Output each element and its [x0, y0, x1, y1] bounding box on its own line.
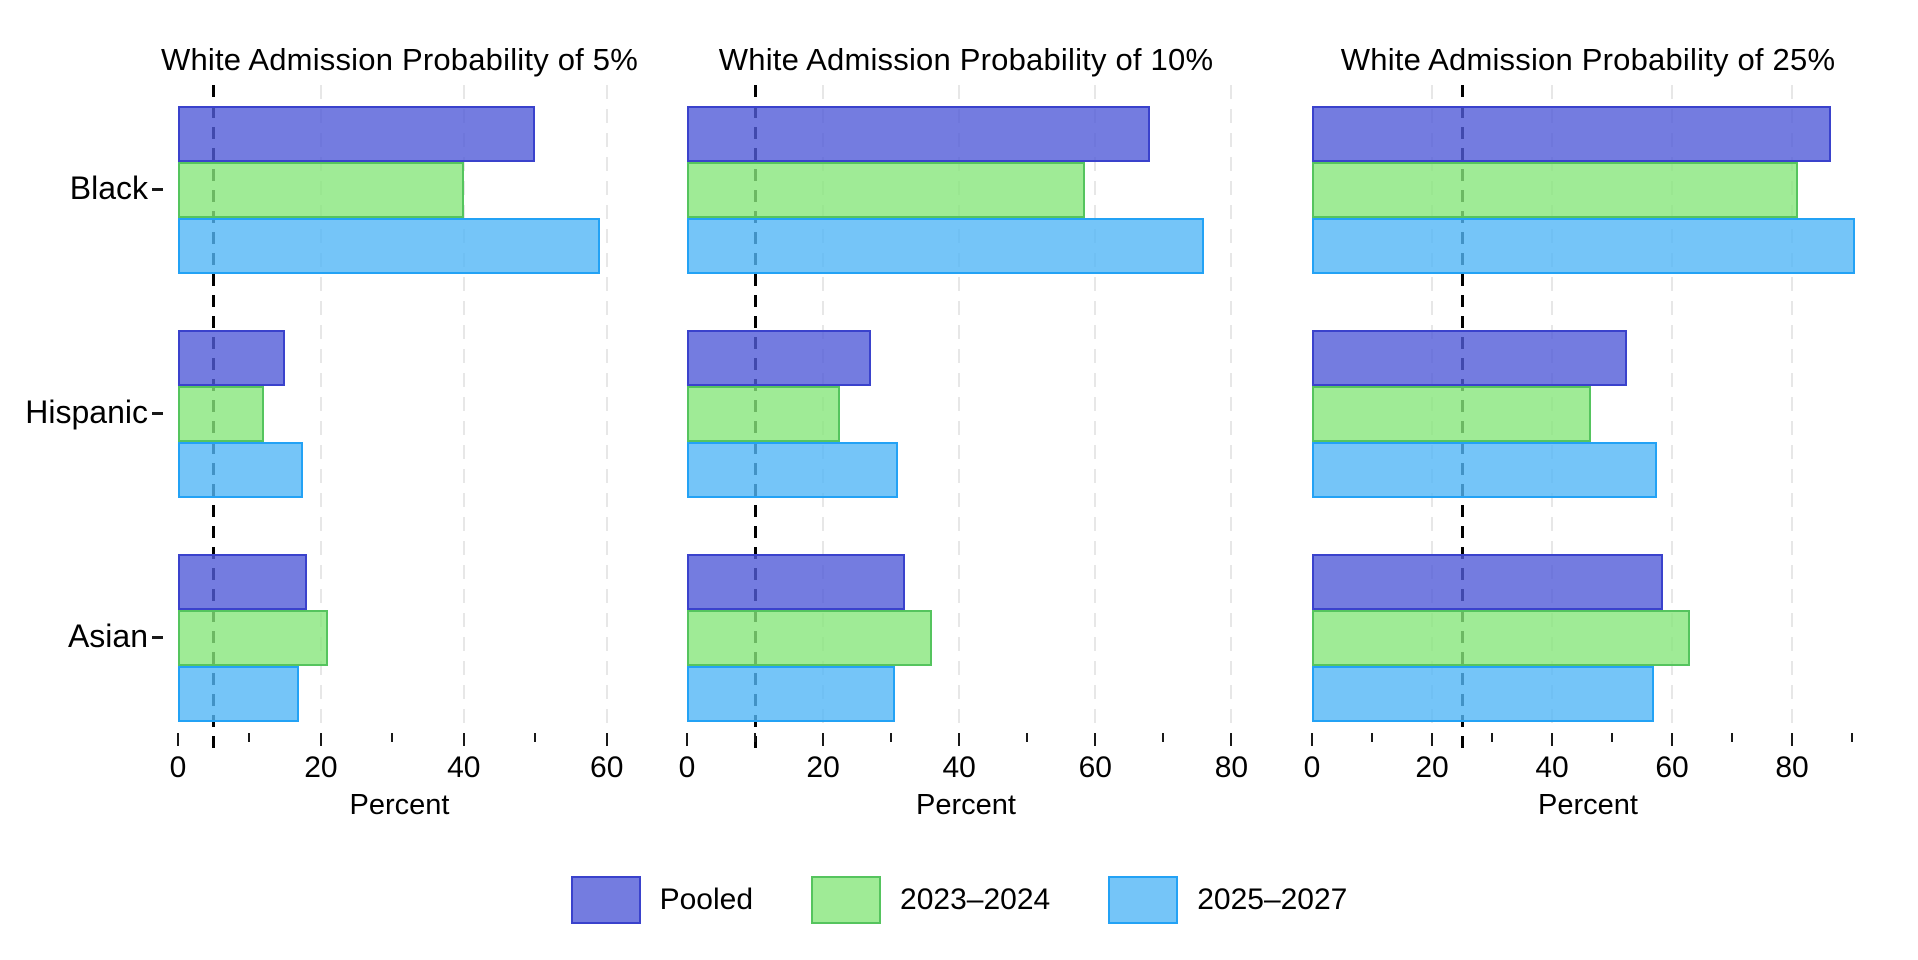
axis-tick-minor — [1731, 733, 1733, 742]
x-tick-label: 40 — [1535, 751, 1569, 784]
x-tick-label: 80 — [1214, 751, 1249, 784]
bar-hispanic-pooled — [1312, 330, 1627, 386]
bar-black-pooled — [178, 106, 536, 162]
axis-tick-major — [686, 733, 688, 746]
x-tick-label: 0 — [678, 751, 696, 784]
bar-asian-2025-2027 — [1312, 666, 1654, 722]
axis-tick-major — [1431, 733, 1433, 746]
axis-tick-major — [605, 733, 608, 746]
axis-tick-major — [1094, 733, 1097, 746]
legend-label: Pooled — [659, 883, 754, 916]
y-category-label-hispanic: Hispanic — [25, 394, 148, 430]
legend-item: 2025–2027 — [1108, 876, 1347, 924]
legend-label: 2025–2027 — [1197, 883, 1348, 916]
gridline — [462, 85, 465, 730]
y-axis-tick — [152, 636, 163, 639]
panel-title: White Admission Probability of 25% — [1340, 42, 1836, 77]
bar-hispanic-2023-2024 — [178, 386, 264, 442]
axis-tick-major — [822, 733, 825, 746]
bar-hispanic-pooled — [687, 330, 871, 386]
bar-asian-pooled — [178, 554, 307, 610]
bar-asian-2025-2027 — [687, 666, 895, 722]
axis-tick-major — [1671, 733, 1673, 746]
bar-hispanic-2023-2024 — [687, 386, 841, 442]
legend-swatch — [1108, 876, 1179, 924]
axis-tick-minor — [1851, 733, 1853, 742]
legend: Pooled 2023–2024 2025–2027 — [0, 876, 1918, 924]
axis-tick-major — [1791, 733, 1793, 746]
axis-tick-major — [958, 733, 961, 746]
legend-swatch — [811, 876, 882, 924]
axis-tick-major — [462, 733, 465, 746]
bar-black-2023-2024 — [687, 162, 1086, 218]
bar-black-pooled — [687, 106, 1150, 162]
x-tick-label: 0 — [1303, 751, 1321, 784]
x-tick-label: 0 — [169, 751, 187, 784]
panel-title: White Admission Probability of 5% — [161, 42, 638, 77]
axis-tick-minor — [890, 733, 893, 742]
gridline — [605, 85, 608, 730]
gridline — [1671, 85, 1673, 730]
bar-hispanic-2025-2027 — [178, 442, 304, 498]
axis-tick-minor — [1611, 733, 1613, 742]
bar-hispanic-2023-2024 — [1312, 386, 1591, 442]
bar-hispanic-pooled — [178, 330, 286, 386]
axis-tick-minor — [1371, 733, 1373, 742]
x-axis-title: Percent — [349, 789, 450, 821]
x-tick-label: 40 — [447, 751, 481, 784]
x-tick-label: 20 — [304, 751, 338, 784]
axis-tick-minor — [1491, 733, 1493, 742]
axis-tick-major — [1551, 733, 1553, 746]
axis-tick-major — [177, 733, 179, 746]
bar-asian-2023-2024 — [178, 610, 329, 666]
axis-tick-major — [1311, 733, 1313, 746]
bar-black-2025-2027 — [1312, 218, 1855, 274]
y-category-label-black: Black — [69, 170, 148, 206]
bar-black-2025-2027 — [687, 218, 1205, 274]
bar-asian-pooled — [1312, 554, 1663, 610]
axis-tick-minor — [391, 733, 394, 742]
bar-hispanic-2025-2027 — [1312, 442, 1657, 498]
x-tick-label: 40 — [942, 751, 976, 784]
gridline — [1230, 85, 1233, 730]
axis-tick-minor — [754, 733, 757, 742]
panel-title: White Admission Probability of 10% — [718, 42, 1214, 77]
legend-item: Pooled — [570, 876, 754, 924]
x-tick-label: 60 — [590, 751, 624, 784]
y-axis-tick — [152, 412, 163, 415]
bar-asian-pooled — [687, 554, 905, 610]
bar-hispanic-2025-2027 — [687, 442, 898, 498]
legend-item: 2023–2024 — [811, 876, 1050, 924]
bar-black-2025-2027 — [178, 218, 600, 274]
x-axis-title: Percent — [1538, 789, 1638, 821]
legend-label: 2023–2024 — [900, 883, 1051, 916]
legend-swatch — [570, 876, 641, 924]
axis-tick-major — [1230, 733, 1233, 746]
bar-black-pooled — [1312, 106, 1831, 162]
bar-asian-2025-2027 — [178, 666, 300, 722]
x-tick-label: 80 — [1775, 751, 1809, 784]
axis-tick-minor — [248, 733, 251, 742]
x-tick-label: 20 — [806, 751, 840, 784]
axis-tick-minor — [1162, 733, 1165, 742]
x-tick-label: 60 — [1078, 751, 1112, 784]
axis-tick-minor — [534, 733, 537, 742]
y-axis-tick — [152, 188, 163, 191]
bar-asian-2023-2024 — [687, 610, 932, 666]
gridline — [958, 85, 961, 730]
x-axis-title: Percent — [916, 789, 1016, 821]
gridline — [1094, 85, 1097, 730]
bar-asian-2023-2024 — [1312, 610, 1690, 666]
x-tick-label: 20 — [1415, 751, 1449, 784]
axis-tick-major — [319, 733, 322, 746]
gridline — [1791, 85, 1793, 730]
gridline — [319, 85, 322, 730]
x-tick-label: 60 — [1655, 751, 1689, 784]
bar-black-2023-2024 — [1312, 162, 1798, 218]
bar-black-2023-2024 — [178, 162, 464, 218]
y-category-label-asian: Asian — [67, 618, 148, 654]
axis-tick-minor — [1026, 733, 1029, 742]
